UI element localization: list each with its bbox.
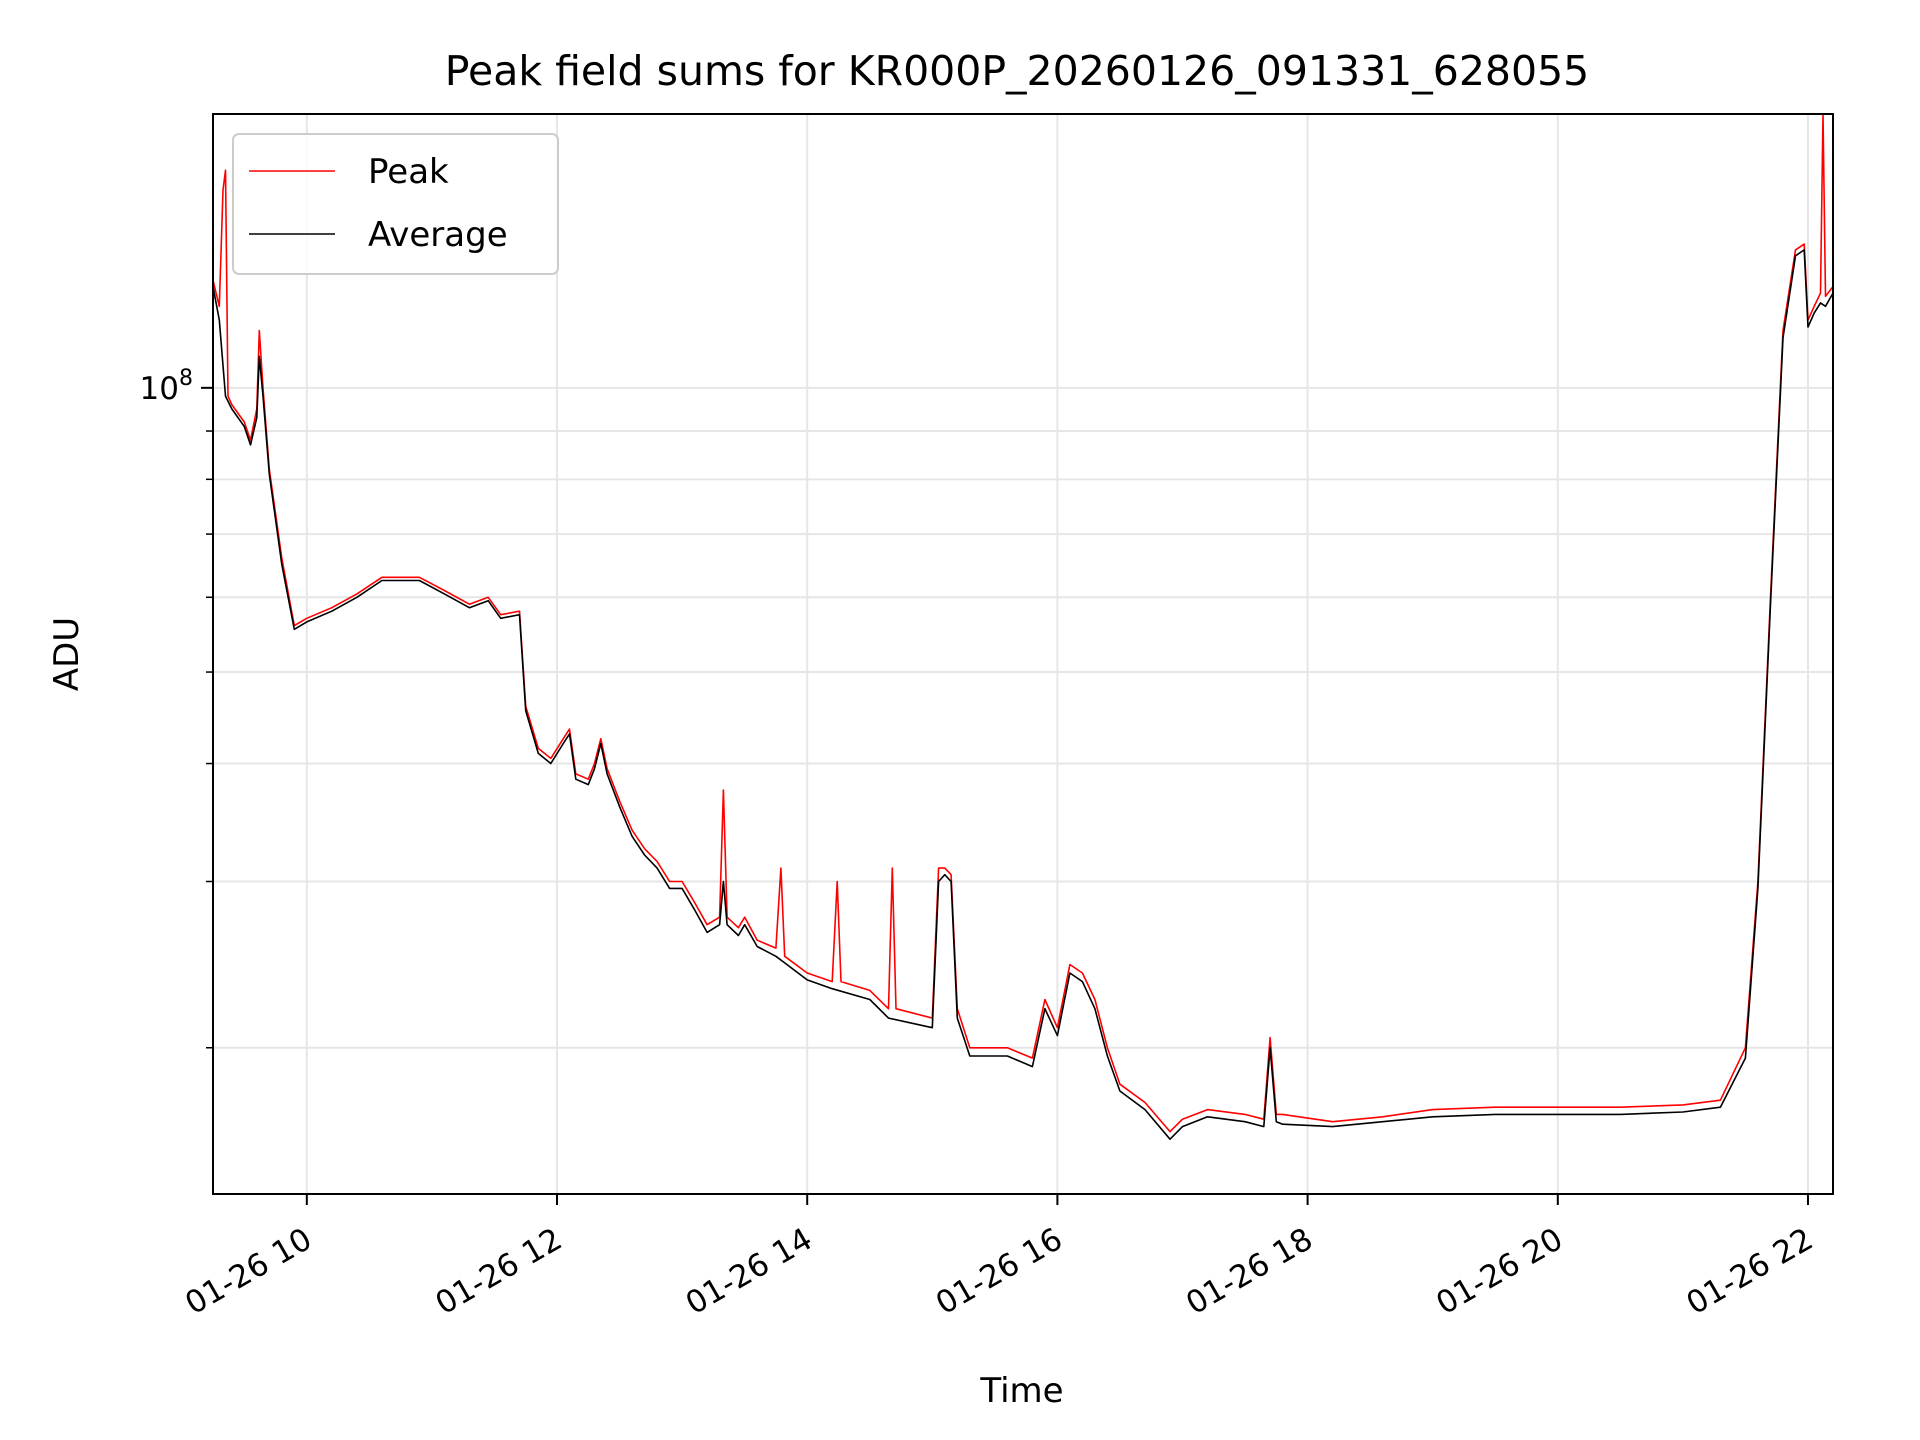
legend-label-peak: Peak: [368, 152, 449, 192]
x-tick-label: 01-26 12: [430, 1221, 569, 1322]
x-tick-label: 01-26 18: [1180, 1221, 1319, 1322]
series-line-average: [212, 249, 1834, 1140]
x-axis-label: Time: [979, 1371, 1063, 1411]
x-tick-label: 01-26 10: [179, 1221, 318, 1322]
legend-box: [232, 133, 559, 275]
series-line-peak: [212, 113, 1834, 1133]
y-axis-label: ADU: [47, 617, 87, 691]
x-tick-label: 01-26 14: [680, 1221, 819, 1322]
chart-title: Peak field sums for KR000P_20260126_0913…: [445, 47, 1590, 95]
y-axis: 108: [140, 366, 213, 1049]
grid: [213, 114, 1833, 1194]
x-tick-label: 01-26 20: [1430, 1221, 1569, 1322]
x-tick-label: 01-26 16: [930, 1221, 1069, 1322]
plot-area-frame: [212, 113, 1834, 1195]
y-tick-label: 108: [140, 366, 193, 407]
legend: Peak Average: [232, 133, 559, 275]
x-tick-label: 01-26 22: [1680, 1221, 1819, 1322]
x-axis: 01-26 10 01-26 12 01-26 14 01-26 16 01-26 18…: [179, 1194, 1819, 1322]
legend-label-average: Average: [368, 215, 508, 255]
y-tick-exponent: 8: [179, 366, 193, 391]
series-layer: [212, 113, 1834, 1140]
